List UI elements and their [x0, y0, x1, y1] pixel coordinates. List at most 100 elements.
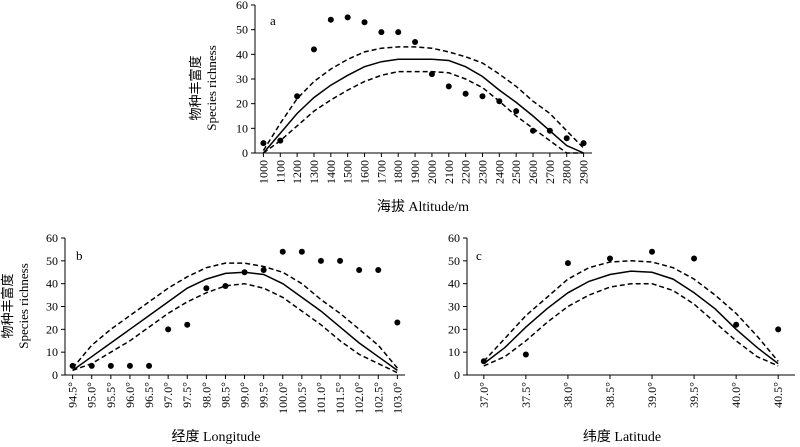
panel-a-data-point: [277, 137, 284, 144]
panel-a-x-tick-label: 2300: [475, 160, 489, 184]
panel-b-data-point: [165, 326, 172, 333]
panel-b-x-tick-label: 102.0°: [352, 382, 366, 414]
panel-b-x-tick-label: 94.5°: [66, 382, 80, 408]
panel-b-data-point: [222, 282, 229, 289]
panel-a-data-point: [496, 98, 503, 105]
panel-b-data-point: [107, 362, 114, 369]
panel-b-x-tick-label: 101.0°: [314, 382, 328, 414]
panel-a-data-point: [260, 140, 267, 147]
panel-a-data-point: [530, 127, 537, 134]
panel-b-x-tick-label: 100.0°: [276, 382, 290, 414]
panel-b-ylabel-en: Species richness: [16, 263, 31, 349]
panel-b-x-tick-label: 95.0°: [85, 382, 99, 408]
panel-c-data-point: [564, 260, 571, 267]
panel-c-y-tick-label: 60: [448, 231, 460, 245]
panel-a-data-point: [445, 83, 452, 90]
panel-a-data-point: [310, 46, 317, 53]
panel-c-fitted-line: [483, 270, 779, 365]
panel-c-x-tick-label: 39.5°: [687, 382, 701, 408]
panel-b-data-point: [69, 362, 76, 369]
panel-c-x-tick-label: 40.5°: [771, 382, 785, 408]
panel-a-data-point: [378, 29, 385, 36]
panel-b-data-point: [241, 269, 248, 276]
panel-a-data-point: [412, 39, 419, 45]
panel-c: 0 10 20 30 40 50 60 37.0° 37.5° 38.0° 38.5° 39.0° 39…: [448, 231, 795, 408]
panel-c-data-point: [649, 248, 656, 255]
panel-a-data-point: [563, 135, 570, 142]
panel-c-x-tick-label: 37.0°: [477, 382, 491, 408]
panel-a-upper-ci-line: [262, 46, 585, 151]
panel-a-data-point: [462, 90, 469, 97]
panel-b-x-tick-label: 99.0°: [238, 382, 252, 408]
panel-b-x-tick-label: 96.5°: [142, 382, 156, 408]
panel-a-y-tick-label: 20: [236, 97, 248, 111]
panel-a-x-tick-label: 2700: [543, 160, 557, 184]
panel-b-y-tick-label: 60: [46, 231, 58, 245]
panel-b-y-tick-label: 30: [46, 300, 58, 314]
panel-a-x-tick-label: 1800: [391, 160, 405, 184]
panel-b-data-point: [394, 319, 401, 326]
panel-a-y-tick-label: 60: [236, 0, 248, 12]
panel-b-x-tick-label: 98.5°: [218, 382, 232, 408]
panel-c-data-point: [691, 255, 698, 262]
panel-c-y-tick-label: 40: [448, 277, 460, 291]
panel-a-y-tick-label: 10: [236, 121, 248, 135]
panel-a-y-tick-label: 30: [236, 72, 248, 86]
panel-c-x-tick-label: 39.0°: [645, 382, 659, 408]
panel-b: 0 10 20 30 40 50 60 94.5° 95.0° 95.5° 96.0° 96.5° 97…: [46, 231, 405, 414]
panel-c-data-point: [775, 326, 782, 333]
panel-b-data-point: [298, 248, 305, 255]
panel-b-x-tick-label: 95.5°: [104, 382, 118, 408]
panel-b-x-tick-label: 96.0°: [123, 382, 137, 408]
panel-a-y-tick-label: 50: [236, 23, 248, 37]
panel-b-y-tick-label: 0: [52, 368, 58, 382]
panel-c-lower-ci-line: [483, 282, 779, 367]
panel-c-y-tick-label: 50: [448, 254, 460, 268]
panel-b-y-tick-label: 10: [46, 345, 58, 359]
panel-b-y-tick-label: 40: [46, 277, 58, 291]
panel-a-x-tick-label: 1000: [256, 160, 270, 184]
panel-a-data-point: [361, 19, 368, 26]
panel-a-x-tick-label: 2100: [442, 160, 456, 184]
panel-c-data-point: [522, 351, 529, 358]
panel-a-xlabel: 海拔 Altitude/m: [377, 199, 469, 215]
panel-a-x-tick-label: 1600: [358, 160, 372, 184]
panel-a-data-point: [546, 127, 553, 134]
panel-b-data-point: [356, 266, 363, 273]
panel-a-data-point: [344, 14, 351, 21]
panel-b-fitted-line: [72, 271, 398, 372]
panel-c-y-tick-label: 30: [448, 300, 460, 314]
panel-b-data-point: [146, 362, 153, 369]
panel-b-data-point: [337, 257, 344, 264]
panel-b-data-point: [375, 266, 382, 273]
panel-b-x-tick-label: 99.5°: [257, 382, 271, 408]
panel-a-fitted-line: [262, 58, 584, 154]
panel-b-x-tick-label: 97.0°: [161, 382, 175, 408]
panel-a-x-tick-label: 2400: [492, 160, 506, 184]
panel-a-x-tick-label: 1700: [374, 160, 388, 184]
panel-a-x-tick-label: 1900: [408, 160, 422, 184]
panel-b-data-point: [317, 257, 324, 264]
panel-a-ylabel-en: Species richness: [204, 45, 219, 131]
panel-a-data-point: [327, 16, 334, 23]
panel-c-y-tick-label: 20: [448, 322, 460, 336]
panel-a-y-tick-label: 40: [236, 47, 248, 61]
panel-c-data-point: [606, 255, 613, 262]
panel-c-y-tick-label: 10: [448, 345, 460, 359]
panel-b-data-point: [260, 266, 267, 273]
panel-b-data-point: [88, 362, 95, 369]
panel-c-y-tick-label: 0: [454, 368, 460, 382]
panel-c-label: c: [476, 248, 482, 263]
panel-b-data-point: [126, 362, 133, 369]
panel-b-upper-ci-line: [72, 262, 398, 369]
panel-b-x-tick-label: 102.5°: [371, 382, 385, 414]
panel-a-data-point: [395, 29, 402, 36]
panel-b-data-point: [203, 285, 210, 292]
panel-b-x-tick-label: 100.5°: [295, 382, 309, 414]
panel-a-x-tick-label: 1200: [290, 160, 304, 184]
panel-b-data-point: [184, 321, 191, 328]
panel-a-x-tick-label: 2600: [526, 160, 540, 184]
panel-a-y-tick-label: 0: [242, 146, 248, 160]
